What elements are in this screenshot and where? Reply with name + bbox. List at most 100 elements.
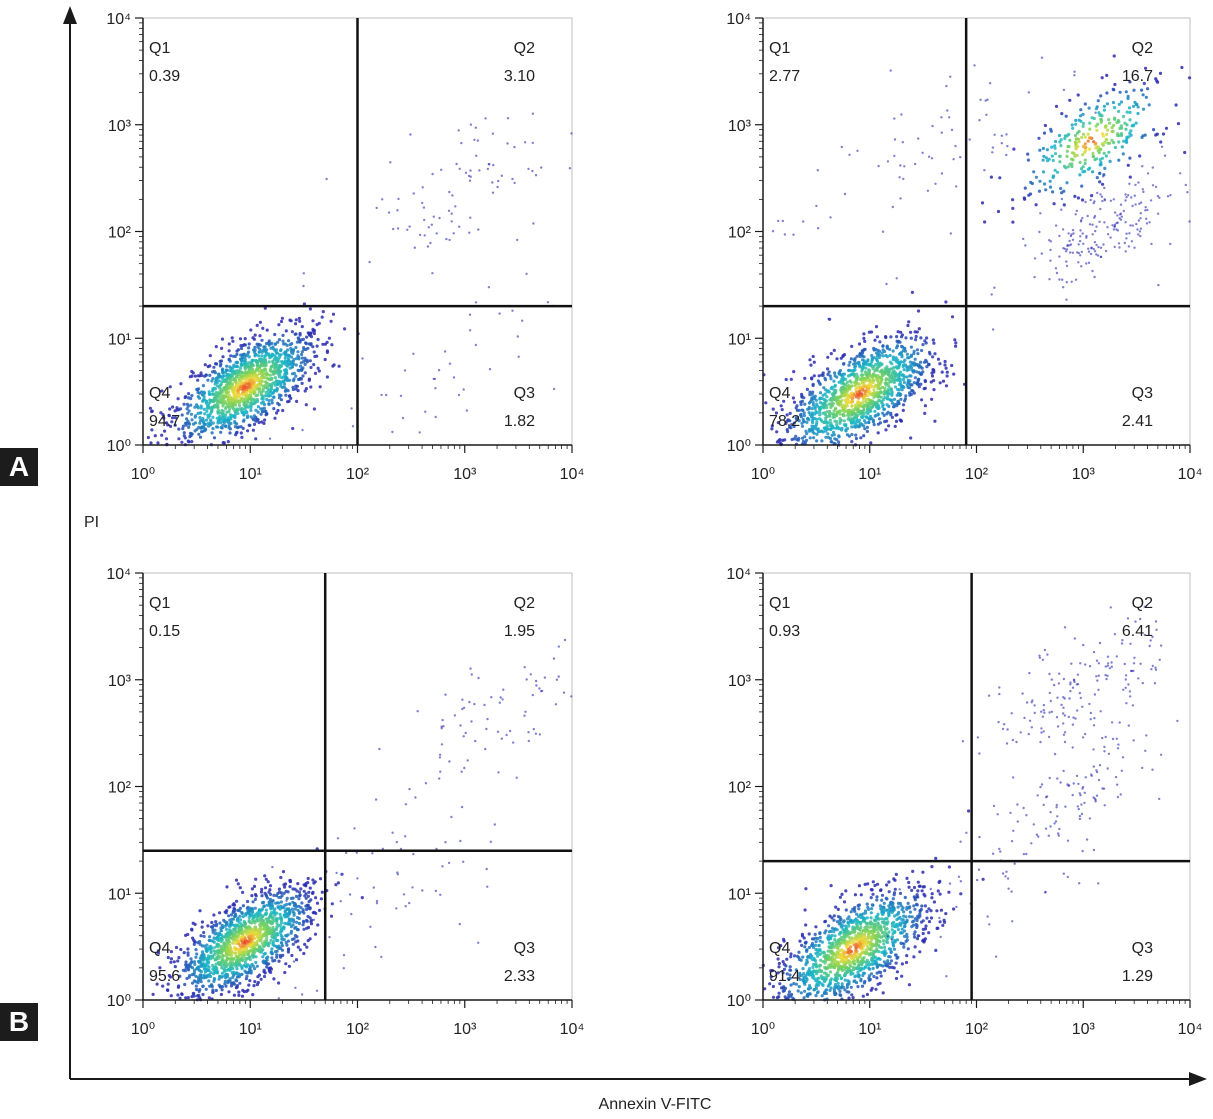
data-point — [276, 381, 281, 386]
data-point — [218, 911, 222, 915]
data-point — [816, 169, 819, 172]
data-point — [292, 362, 296, 366]
data-point — [534, 679, 538, 683]
data-point — [198, 374, 202, 378]
data-point — [160, 389, 164, 393]
data-point — [306, 894, 310, 898]
data-point — [1094, 229, 1097, 233]
data-point — [241, 890, 245, 895]
data-point — [884, 335, 888, 339]
data-point — [898, 340, 902, 344]
data-point — [1095, 145, 1100, 149]
data-point — [1111, 100, 1115, 105]
data-point — [291, 942, 295, 946]
data-point — [1070, 162, 1074, 166]
data-point — [257, 387, 261, 392]
data-point — [1097, 245, 1100, 249]
data-point — [887, 377, 891, 381]
data-point — [247, 983, 251, 987]
data-point — [429, 241, 432, 245]
data-point — [864, 372, 868, 376]
data-point — [557, 675, 560, 678]
data-point — [462, 388, 465, 391]
data-point — [252, 915, 256, 919]
data-point — [217, 379, 221, 383]
data-point — [163, 429, 167, 433]
data-point — [953, 338, 957, 342]
data-point — [196, 390, 200, 394]
data-point — [868, 404, 872, 408]
data-point — [246, 400, 250, 404]
data-point — [284, 962, 288, 966]
data-point — [909, 436, 913, 440]
data-point — [296, 882, 300, 886]
data-point — [213, 405, 217, 409]
data-points — [151, 638, 573, 1002]
data-point — [468, 700, 471, 704]
data-point — [843, 389, 847, 393]
data-point — [954, 344, 958, 348]
data-point — [378, 747, 381, 751]
data-point — [284, 387, 288, 391]
data-point — [187, 425, 191, 429]
data-point — [1122, 209, 1126, 213]
data-point — [949, 232, 952, 235]
data-point — [1123, 241, 1127, 245]
data-point — [254, 960, 258, 965]
data-point — [931, 124, 934, 128]
data-point — [315, 344, 319, 348]
data-point — [202, 395, 206, 399]
data-point — [513, 145, 516, 149]
data-point — [827, 390, 831, 394]
data-point — [488, 163, 491, 166]
data-point — [832, 388, 836, 392]
data-point — [1091, 269, 1094, 273]
data-point — [190, 369, 194, 374]
data-point — [1053, 144, 1057, 148]
data-point — [253, 354, 257, 358]
data-point — [248, 364, 253, 368]
data-point — [302, 272, 305, 275]
data-point — [927, 363, 931, 367]
data-point — [783, 233, 787, 236]
data-point — [250, 930, 254, 934]
data-point — [944, 384, 949, 388]
data-point — [854, 420, 858, 424]
data-point — [1070, 280, 1073, 283]
data-point — [1091, 223, 1094, 226]
data-point — [911, 370, 916, 374]
data-point — [924, 341, 928, 345]
data-point — [291, 426, 295, 431]
data-point — [404, 905, 407, 908]
data-point — [224, 973, 228, 977]
data-point — [271, 925, 275, 930]
data-point — [232, 402, 236, 406]
data-point — [237, 958, 241, 962]
data-point — [218, 921, 222, 925]
data-point — [421, 201, 424, 205]
data-point — [291, 923, 295, 927]
data-point — [1154, 185, 1158, 189]
data-point — [899, 164, 902, 167]
data-point — [214, 397, 218, 401]
data-point — [1083, 150, 1087, 154]
data-point — [462, 860, 465, 863]
data-point — [279, 393, 283, 398]
data-point — [233, 425, 237, 429]
data-point — [1118, 90, 1122, 94]
data-point — [314, 896, 318, 900]
data-point — [294, 357, 299, 361]
data-point — [1053, 152, 1058, 156]
data-point — [278, 366, 282, 370]
data-point — [511, 309, 514, 312]
data-point — [237, 425, 241, 429]
data-point — [1125, 237, 1128, 240]
data-point — [245, 944, 249, 948]
data-point — [899, 197, 902, 200]
data-point — [883, 420, 887, 424]
data-point — [272, 389, 277, 393]
data-point — [233, 962, 237, 966]
data-point — [860, 369, 864, 373]
data-point — [959, 156, 962, 159]
data-point — [299, 887, 303, 891]
